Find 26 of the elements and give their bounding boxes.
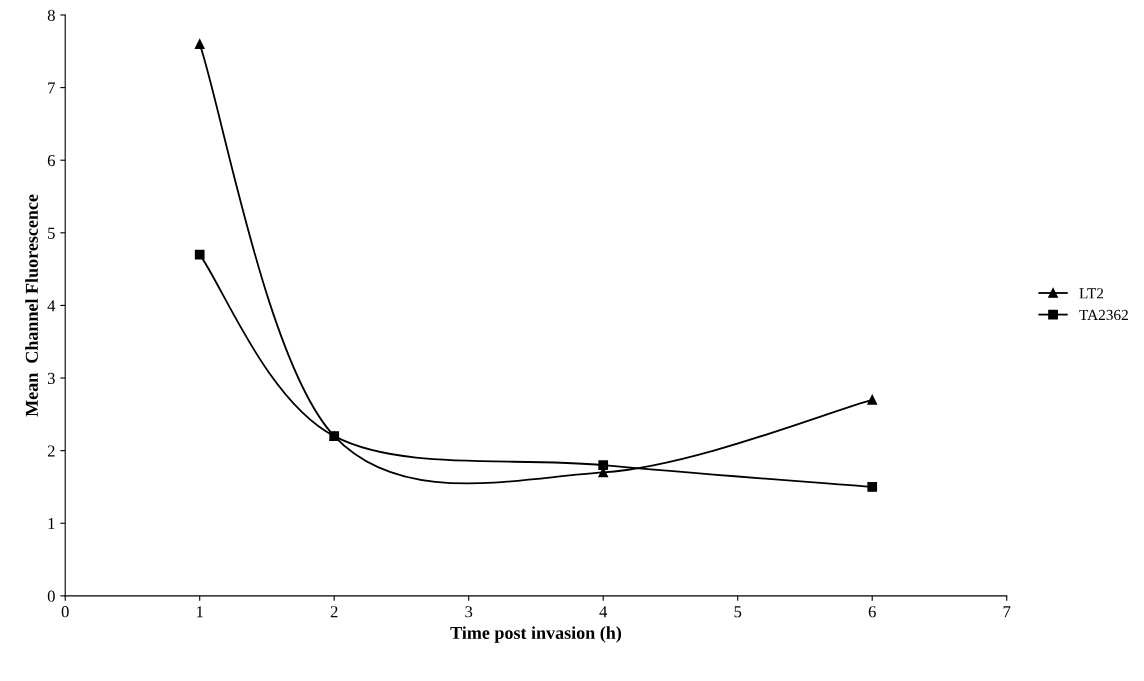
x-tick-label: 5 [734, 606, 742, 618]
legend-label: LT2 [1079, 288, 1104, 299]
x-tick-label: 6 [868, 606, 876, 618]
x-tick-label: 1 [197, 606, 203, 618]
y-tick-label: 4 [47, 300, 56, 312]
y-tick-label: 2 [47, 445, 55, 457]
legend-label: TA2362 [1079, 309, 1128, 321]
x-tick-label: 4 [599, 606, 608, 618]
point [867, 482, 878, 492]
y-tick-label: 0 [47, 590, 55, 602]
y-tick-label: 8 [47, 9, 55, 21]
y-tick-label: 7 [48, 82, 56, 94]
y-tick-label: 6 [47, 154, 55, 167]
x-axis-title: Time post invasion (h) [450, 626, 622, 643]
point [194, 39, 205, 49]
y-tick-label: 1 [48, 518, 55, 530]
point [194, 249, 205, 260]
x-tick-label: 3 [465, 606, 473, 618]
x-tick-label: 2 [330, 606, 338, 618]
point [867, 394, 878, 405]
point [598, 460, 609, 471]
x-tick-label: 0 [61, 606, 69, 618]
y-tick-label: 5 [48, 227, 55, 239]
y-tick-label: 3 [47, 372, 55, 384]
y-axis-title: Mean Channel Fluorescence [25, 194, 38, 417]
x-tick-label: 7 [1003, 606, 1011, 618]
